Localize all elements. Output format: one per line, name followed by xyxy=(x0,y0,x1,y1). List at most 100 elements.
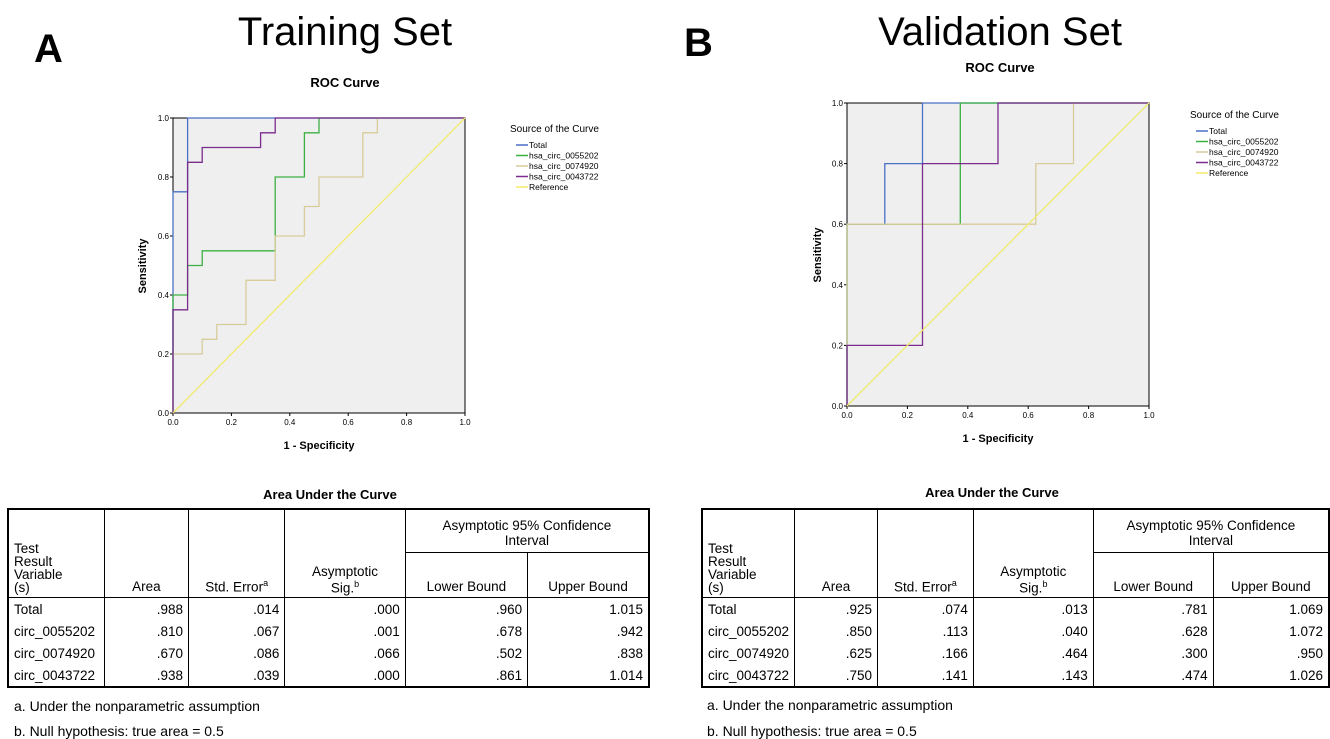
header-text: Result xyxy=(14,554,53,569)
roc-chart: 0.0 0.2 0.4 0.6 0.8 1.0 0.0 0.2 0.4 0.6 0.8 1.0 1 - … xyxy=(137,114,599,452)
table-cell: .938 xyxy=(103,664,189,687)
y-axis-label: Sensitivity xyxy=(812,227,824,283)
row-label: Total xyxy=(708,601,737,617)
header-text: Asymptotic xyxy=(312,563,379,579)
header-text: Interval xyxy=(1188,533,1234,548)
header-text: (s) xyxy=(14,580,30,595)
table-cell: 1.014 xyxy=(527,664,649,687)
row-label: circ_0055202 xyxy=(708,623,790,639)
header-text: (s) xyxy=(708,580,724,595)
table-cell: .670 xyxy=(103,642,189,664)
footnote-marker: b xyxy=(1042,578,1048,589)
header-text: Area xyxy=(132,579,161,594)
auc-table: Test Result Variable (s) Area Std. Errora Asym… xyxy=(7,508,650,688)
auc-table: Test Result Variable (s) Area Std. Errora Asym… xyxy=(701,508,1330,688)
table-cell: .066 xyxy=(284,642,406,664)
legend-entry: hsa_circ_0074920 xyxy=(529,161,599,171)
table-cell: .810 xyxy=(103,620,189,642)
footnote-a: a. Under the nonparametric assumption xyxy=(707,697,953,713)
table-cell: .166 xyxy=(876,642,974,664)
y-tick-label: 0.8 xyxy=(832,160,844,169)
y-tick-label: 0.8 xyxy=(158,173,170,182)
table-row: circ_0055202 .810.067.001.678.942 xyxy=(8,620,649,642)
header-text: Lower Bound xyxy=(1113,579,1193,594)
roc-chart: 0.0 0.2 0.4 0.6 0.8 1.0 0.0 0.2 0.4 0.6 0.8 1.0 1 - … xyxy=(812,99,1279,445)
x-tick-label: 0.2 xyxy=(902,411,914,420)
y-axis-label: Sensitivity xyxy=(137,238,149,294)
x-tick-label: 0.6 xyxy=(1023,411,1035,420)
y-tick-label: 1.0 xyxy=(832,99,844,108)
table-cell: .950 xyxy=(1212,642,1329,664)
table-cell: 1.026 xyxy=(1212,664,1329,687)
header-text: Sig. xyxy=(330,580,355,595)
table-cell: .000 xyxy=(284,597,406,620)
table-cell: .143 xyxy=(972,664,1094,687)
x-axis-label: 1 - Specificity xyxy=(284,440,356,452)
row-label: circ_0074920 xyxy=(14,645,96,661)
table-cell: 1.069 xyxy=(1212,597,1329,620)
chart-title: ROC Curve xyxy=(965,60,1035,75)
header-area: Area xyxy=(103,509,189,598)
table-row: Total .988.014.000.960 1.015 xyxy=(8,597,649,620)
table-cell: .850 xyxy=(794,620,878,642)
panel-letter: A xyxy=(34,27,63,71)
series-line xyxy=(846,102,1150,407)
x-tick-label: 0.0 xyxy=(841,411,853,420)
header-test-variable: Test Result Variable (s) xyxy=(8,509,105,598)
series-line xyxy=(172,117,466,414)
table-cell: .040 xyxy=(972,620,1094,642)
legend-entry: hsa_circ_0055202 xyxy=(529,151,599,161)
x-tick-label: 1.0 xyxy=(1143,411,1155,420)
table-cell: 1.072 xyxy=(1212,620,1329,642)
x-tick-label: 0.4 xyxy=(284,418,296,427)
header-text: Upper Bound xyxy=(548,579,628,594)
legend-entry: Reference xyxy=(1209,168,1248,178)
y-tick-label: 0.2 xyxy=(832,341,844,350)
panel-training: A Training Set ROC Curve 0.0 0.2 0.4 0.6 0.8… xyxy=(7,10,650,739)
x-tick-label: 0.6 xyxy=(343,418,355,427)
header-lower-bound: Lower Bound xyxy=(1092,552,1214,598)
legend-entry: hsa_circ_0074920 xyxy=(1209,147,1279,157)
table-row: Total .925.074.013.781 1.069 xyxy=(702,597,1329,620)
header-sig: Asymptotic Sig.b xyxy=(284,509,406,598)
y-tick-label: 1.0 xyxy=(158,114,170,123)
row-label: Total xyxy=(14,601,43,617)
table-cell: .141 xyxy=(876,664,974,687)
x-tick-label: 0.0 xyxy=(167,418,179,427)
table-cell: .861 xyxy=(404,664,528,687)
table-cell: .838 xyxy=(527,642,649,664)
x-axis-label: 1 - Specificity xyxy=(963,433,1035,445)
header-text: Sig. xyxy=(1019,580,1043,595)
table-row: circ_0055202.850.113.040.628 1.072 xyxy=(702,620,1329,642)
panel-validation: B Validation Set ROC Curve 0.0 0.2 0.4 0.6 0… xyxy=(665,0,1330,739)
x-tick-label: 0.8 xyxy=(401,418,413,427)
table-title: Area Under the Curve xyxy=(925,485,1059,500)
header-text: Result xyxy=(708,554,747,569)
legend-entry: hsa_circ_0055202 xyxy=(1209,137,1279,147)
series-line xyxy=(846,102,1149,406)
header-std-error: Std. Errora xyxy=(188,509,285,598)
footnote-b: b. Null hypothesis: true area = 0.5 xyxy=(14,723,224,739)
header-text: Upper Bound xyxy=(1231,579,1311,594)
header-text: Asymptotic xyxy=(1000,563,1067,579)
y-tick-label: 0.2 xyxy=(158,350,170,359)
header-ci: Asymptotic 95% Confidence Interval xyxy=(1092,509,1329,554)
x-tick-label: 1.0 xyxy=(459,418,471,427)
x-tick-label: 0.8 xyxy=(1083,411,1095,420)
table-cell: .300 xyxy=(1092,642,1214,664)
panel-title: Training Set xyxy=(237,10,453,54)
table-cell: .988 xyxy=(103,597,189,620)
x-tick-label: 0.4 xyxy=(962,411,974,420)
table-cell: .001 xyxy=(284,620,406,642)
table-cell: .067 xyxy=(188,620,285,642)
table-cell: .678 xyxy=(404,620,528,642)
header-std-error: Std. Errora xyxy=(876,509,974,598)
footnote-marker: a xyxy=(951,577,957,588)
table-cell: .925 xyxy=(794,597,878,620)
table-title: Area Under the Curve xyxy=(263,487,397,502)
table-cell: .464 xyxy=(972,642,1094,664)
header-upper-bound: Upper Bound xyxy=(1212,552,1329,598)
table-cell: 1.015 xyxy=(527,597,649,620)
footnote-marker: a xyxy=(263,577,269,588)
panel-letter: B xyxy=(684,21,713,65)
